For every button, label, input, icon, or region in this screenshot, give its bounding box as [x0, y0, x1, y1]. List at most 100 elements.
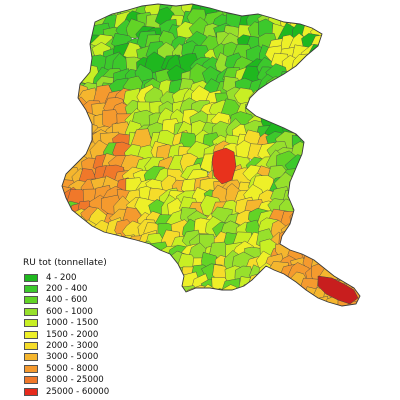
municipality-cell	[243, 288, 263, 306]
municipality-cell	[249, 264, 269, 286]
municipality-cell	[313, 162, 333, 184]
legend-label: 200 - 400	[46, 284, 88, 295]
municipality-cell	[265, 298, 289, 306]
municipality-cell	[300, 67, 321, 88]
municipality-cell	[68, 43, 90, 64]
municipality-cell	[62, 7, 69, 30]
municipality-cell	[254, 4, 278, 9]
municipality-cell	[322, 44, 345, 65]
legend-title: RU tot (tonnellate)	[23, 258, 107, 268]
municipality-cell	[334, 46, 358, 70]
municipality-cell	[325, 171, 348, 197]
municipality-cell	[258, 96, 282, 121]
municipality-cell	[342, 48, 360, 71]
municipality-cell	[344, 211, 360, 232]
municipality-cell	[321, 132, 343, 150]
municipality-cell	[314, 11, 333, 33]
municipality-cell	[279, 300, 300, 306]
municipality-cell	[82, 238, 99, 261]
municipality-cell	[341, 242, 360, 267]
municipality-cell	[297, 297, 319, 306]
municipality-cell	[292, 79, 311, 102]
municipality-cell	[62, 5, 79, 24]
legend-item: 4 - 200	[21, 272, 181, 283]
municipality-cell	[254, 273, 278, 296]
highlight-municipalities	[211, 147, 359, 305]
municipality-cell	[65, 118, 91, 143]
legend-item: 25000 - 60000	[21, 386, 181, 397]
legend-swatch	[24, 296, 38, 305]
municipality-cell	[323, 164, 343, 183]
municipality-cell	[303, 146, 325, 166]
municipality-cell	[62, 219, 71, 242]
legend-swatch	[24, 342, 38, 351]
municipality-cell	[62, 4, 84, 12]
municipality-cell	[340, 68, 360, 89]
legend-item: 2000 - 3000	[21, 340, 181, 351]
municipality-cell	[267, 278, 288, 296]
municipality-udine	[211, 147, 237, 185]
legend-item: 8000 - 25000	[21, 375, 181, 386]
municipality-cell	[313, 57, 336, 79]
municipality-cell	[311, 4, 331, 13]
map-legend: RU tot (tonnellate) 4 - 200 200 - 400 40…	[21, 258, 181, 397]
municipality-cell	[343, 200, 360, 219]
municipality-cell	[297, 162, 322, 186]
municipality-cell	[346, 109, 360, 132]
municipality-cell	[69, 231, 91, 250]
municipality-cell	[323, 222, 345, 243]
municipality-cell	[333, 205, 360, 227]
municipality-cell	[334, 113, 359, 131]
municipality-cell	[301, 197, 324, 218]
municipality-cell	[87, 234, 111, 253]
municipality-cell	[287, 4, 310, 26]
municipality-cell	[322, 4, 347, 12]
municipality-cell	[112, 4, 137, 9]
municipality-cell	[333, 197, 352, 223]
legend-item: 1000 - 1500	[21, 318, 181, 329]
municipality-cell	[303, 4, 325, 10]
municipality-cell	[314, 201, 336, 223]
municipality-cell	[62, 77, 80, 99]
municipality-cell	[346, 226, 360, 250]
legend-swatch	[24, 285, 38, 294]
municipality-cell	[345, 57, 360, 81]
legend-swatch	[24, 364, 38, 373]
municipality-cell	[62, 110, 79, 132]
municipality-cell	[257, 85, 279, 108]
municipality-cell	[62, 20, 69, 43]
municipality-cell	[62, 111, 72, 131]
legend-item: 3000 - 5000	[21, 352, 181, 363]
legend-swatch	[24, 376, 38, 385]
legend-item: 200 - 400	[21, 283, 181, 294]
municipality-cell	[62, 4, 68, 21]
municipality-cell	[258, 288, 280, 306]
municipality-cell	[332, 18, 355, 43]
municipality-cell	[288, 108, 307, 132]
municipality-cell	[308, 211, 332, 235]
municipality-cell	[298, 220, 321, 242]
municipality-cell	[312, 123, 330, 143]
municipality-cell	[245, 301, 266, 306]
municipality-trieste	[317, 275, 359, 305]
municipality-cell	[249, 4, 270, 10]
municipality-cell	[337, 163, 359, 186]
municipality-cell	[202, 297, 225, 306]
municipality-cell	[310, 96, 331, 121]
legend-swatch	[24, 307, 38, 316]
municipality-cell	[341, 31, 360, 56]
municipality-cell	[80, 4, 100, 10]
municipality-cell	[192, 297, 213, 306]
municipality-cell	[320, 53, 346, 77]
municipality-cell	[342, 143, 360, 162]
municipality-cell	[343, 251, 360, 275]
municipality-cell	[280, 77, 302, 100]
municipality-cell	[62, 56, 66, 75]
municipality-cell	[209, 288, 233, 306]
municipality-cell	[332, 4, 354, 21]
municipality-cell	[92, 4, 114, 13]
municipality-cell	[330, 217, 352, 243]
municipality-cell	[264, 94, 288, 119]
